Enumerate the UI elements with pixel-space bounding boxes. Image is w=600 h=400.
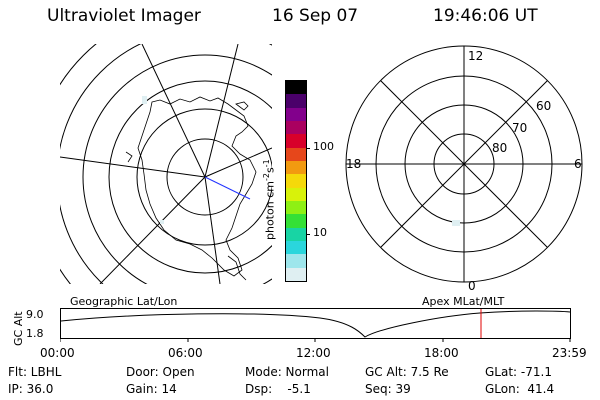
orbit-altitude-timeline	[60, 308, 571, 342]
info-seq: Seq: 39	[365, 382, 411, 396]
x-tick-0600: 06:00	[168, 346, 203, 360]
mlt-label-0: 0	[468, 279, 476, 293]
info-glon: GLon: 41.4	[485, 382, 555, 396]
lat-circle	[136, 108, 272, 246]
colorbar-swatch	[286, 240, 306, 255]
colorbar	[285, 80, 310, 282]
info-mode: Mode: Normal	[245, 365, 329, 379]
geographic-label: Geographic Lat/Lon	[70, 295, 178, 308]
colorbar-swatch	[286, 254, 306, 268]
meridian	[204, 44, 239, 178]
magnetic-polar-plot: 12 18 6 0 60 70 80	[345, 45, 583, 293]
meridian	[141, 44, 206, 178]
mlat-label-80: 80	[492, 141, 507, 155]
colorbar-tick-100: 100	[313, 140, 334, 153]
colorbar-swatch	[286, 160, 306, 175]
lat-circle	[108, 80, 272, 274]
colorbar-swatch	[286, 94, 306, 108]
mlt-label-18: 18	[346, 157, 361, 171]
geographic-map	[60, 44, 272, 284]
colorbar-swatch	[286, 267, 306, 281]
colorbar-swatch	[286, 174, 306, 188]
colorbar-swatch	[286, 214, 306, 228]
instrument-title: Ultraviolet Imager	[47, 6, 201, 26]
info-dsp: Dsp: -5.1	[245, 382, 311, 396]
colorbar-swatch	[286, 187, 306, 201]
altitude-curve	[60, 310, 571, 338]
colorbar-swatch	[286, 147, 306, 161]
mlat-label-70: 70	[512, 121, 527, 135]
mlat-label-60: 60	[536, 99, 551, 113]
lat-circle	[166, 138, 244, 216]
header-date: 16 Sep 07	[272, 6, 359, 26]
colorbar-tick-10: 10	[313, 226, 327, 239]
info-gcalt: GC Alt: 7.5 Re	[365, 365, 449, 379]
colorbar-swatch	[286, 227, 306, 241]
meridian	[60, 156, 206, 178]
meridian	[204, 147, 272, 178]
x-tick-2359: 23:59	[552, 346, 587, 360]
colorbar-unit-label: photon cm-2s-1	[262, 159, 277, 240]
mlt-label-12: 12	[468, 49, 483, 63]
info-door: Door: Open	[126, 365, 195, 379]
colorbar-swatch	[286, 120, 306, 135]
coastline	[137, 96, 257, 277]
sun-direction-line	[204, 176, 251, 200]
mlt-label-6: 6	[574, 157, 582, 171]
colorbar-swatch	[286, 134, 306, 148]
apex-label: Apex MLat/MLT	[422, 295, 505, 308]
y-tick-9: 9.0	[26, 308, 44, 321]
lat-circle	[82, 54, 272, 284]
info-flt: Flt: LBHL	[8, 365, 62, 379]
gc-alt-axis-label: GC Alt	[12, 311, 25, 346]
info-gain: Gain: 14	[126, 382, 177, 396]
x-tick-0000: 00:00	[40, 346, 75, 360]
mlt-line-diag	[380, 80, 548, 248]
info-glat: GLat: -71.1	[485, 365, 552, 379]
info-ip: IP: 36.0	[8, 382, 54, 396]
header-time: 19:46:06 UT	[433, 6, 538, 26]
meridian	[99, 176, 206, 284]
meridian	[204, 176, 221, 284]
x-tick-1800: 18:00	[424, 346, 459, 360]
y-tick-1-8: 1.8	[26, 327, 44, 340]
colorbar-swatch	[286, 81, 306, 95]
colorbar-swatch	[286, 200, 306, 215]
colorbar-swatch	[286, 107, 306, 121]
x-tick-1200: 12:00	[296, 346, 331, 360]
